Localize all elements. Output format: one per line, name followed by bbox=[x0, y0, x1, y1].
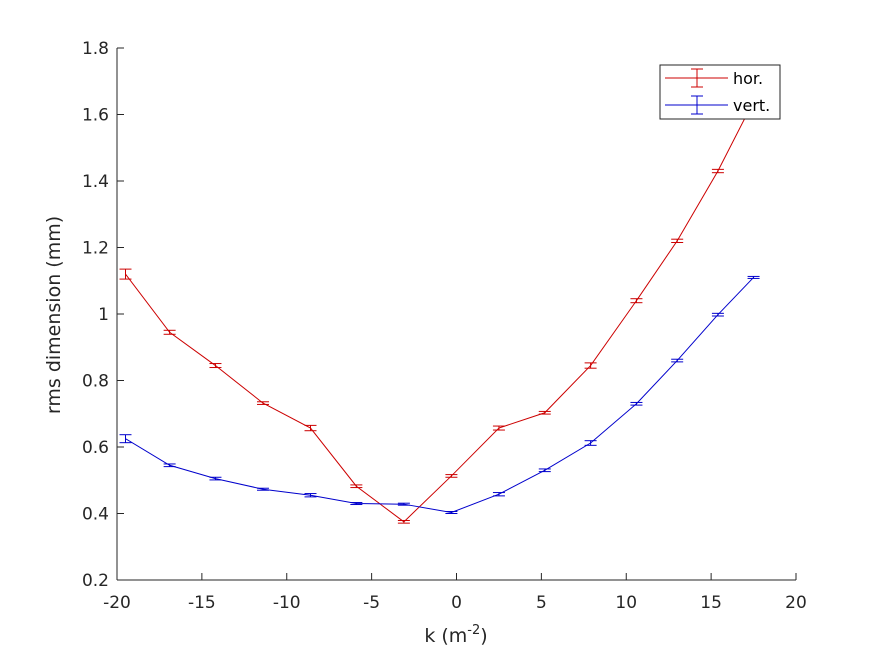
legend-box bbox=[659, 64, 781, 120]
y-tick-label: 0.8 bbox=[82, 372, 109, 392]
y-tick-label: 0.4 bbox=[82, 505, 109, 525]
data-point-errorbar bbox=[304, 424, 317, 432]
data-point-errorbar bbox=[256, 487, 269, 491]
x-tick-label: -20 bbox=[103, 593, 131, 613]
y-tick-label: 0.6 bbox=[82, 438, 109, 458]
x-axis-title: k (m-2) bbox=[424, 623, 487, 647]
axes: -20 -15 -10 -5 0 5 10 15 20 0.2 0.4 0.6 0.8 1 1.2 1.4 1.… bbox=[82, 39, 807, 613]
x-tick-label: -5 bbox=[363, 593, 380, 613]
x-tick-label: 20 bbox=[785, 593, 807, 613]
y-tick-label: 0.2 bbox=[82, 571, 109, 591]
legend-label: hor. bbox=[733, 69, 763, 88]
data-point-errorbar bbox=[119, 434, 132, 444]
y-tick-label: 1 bbox=[98, 305, 109, 325]
data-point-errorbar bbox=[119, 268, 132, 280]
data-point-errorbar bbox=[256, 401, 269, 405]
data-point-errorbar bbox=[492, 492, 505, 497]
legend-entry: vert. bbox=[665, 95, 770, 115]
x-tick-label: 15 bbox=[700, 593, 722, 613]
data-point-errorbar bbox=[163, 329, 176, 335]
x-tick-label: 5 bbox=[536, 593, 547, 613]
data-point-errorbar bbox=[397, 519, 410, 524]
data-point-errorbar bbox=[445, 474, 458, 478]
legend: hor. vert. bbox=[659, 64, 781, 120]
series-layer bbox=[119, 109, 760, 524]
y-tick-label: 1.2 bbox=[82, 239, 109, 259]
x-tick-label: -10 bbox=[273, 593, 301, 613]
data-point-errorbar bbox=[538, 410, 551, 415]
x-tick-label: 10 bbox=[615, 593, 637, 613]
data-point-errorbar bbox=[492, 425, 505, 431]
data-point-errorbar bbox=[671, 358, 684, 363]
data-point-errorbar bbox=[538, 468, 551, 473]
y-tick-label: 1.6 bbox=[82, 106, 109, 126]
data-point-errorbar bbox=[397, 502, 410, 506]
data-point-errorbar bbox=[163, 463, 176, 468]
y-tick-label: 1.8 bbox=[82, 39, 109, 59]
data-point-errorbar bbox=[711, 168, 724, 174]
data-point-errorbar bbox=[711, 312, 724, 317]
series-vert bbox=[119, 275, 760, 514]
data-point-errorbar bbox=[350, 502, 363, 506]
legend-label: vert. bbox=[733, 96, 770, 115]
data-point-errorbar bbox=[304, 493, 317, 498]
x-tick-label: -15 bbox=[188, 593, 216, 613]
data-point-errorbar bbox=[209, 476, 222, 481]
x-axis-title-superscript: -2 bbox=[467, 623, 480, 638]
y-axis-title: rms dimension (mm) bbox=[43, 216, 65, 414]
data-point-errorbar bbox=[209, 363, 222, 369]
x-axis-title-end: ) bbox=[480, 625, 487, 647]
legend-entry: hor. bbox=[665, 68, 763, 88]
x-axis-title-text: k (m bbox=[424, 625, 467, 647]
data-point-errorbar bbox=[630, 401, 643, 406]
data-point-errorbar bbox=[584, 362, 597, 369]
data-point-errorbar bbox=[584, 440, 597, 446]
data-point-errorbar bbox=[445, 511, 458, 514]
data-point-errorbar bbox=[350, 484, 363, 489]
data-point-errorbar bbox=[671, 238, 684, 244]
x-tick-label: 0 bbox=[451, 593, 462, 613]
y-tick-label: 1.4 bbox=[82, 172, 109, 192]
data-point-errorbar bbox=[630, 298, 643, 304]
data-point-errorbar bbox=[747, 275, 760, 279]
